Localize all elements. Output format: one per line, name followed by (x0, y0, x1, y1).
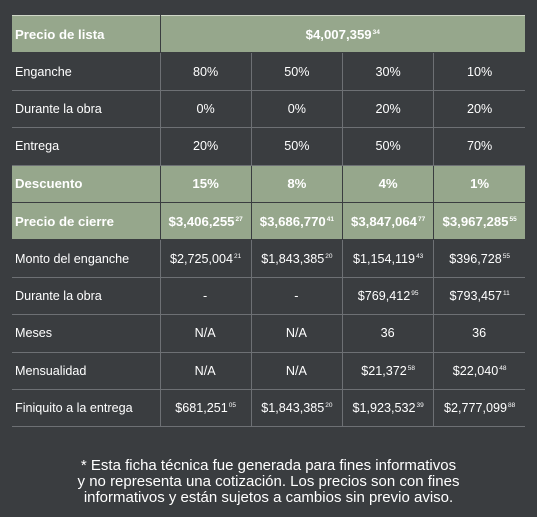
table-row: Monto del enganche $2,725,00421 $1,843,3… (12, 239, 525, 278)
table-cell: 8% (251, 165, 344, 203)
row-label: Finiquito a la entrega (12, 389, 161, 428)
footnote-line: informativos y están sujetos a cambios s… (83, 489, 454, 506)
table-row: Entrega 20% 50% 50% 70% (12, 127, 525, 166)
precio-cierre-row: Precio de cierre $3,406,25527 $3,686,770… (12, 202, 525, 241)
disclaimer-footnote: * Esta ficha técnica fue generada para f… (0, 458, 537, 506)
footnote-line: * Esta ficha técnica fue generada para f… (80, 457, 457, 474)
table-cell: $1,154,11943 (342, 239, 435, 278)
row-label: Meses (12, 314, 161, 353)
table-cell: - (251, 277, 344, 316)
table-cell: $793,45711 (433, 277, 525, 316)
table-cell: N/A (160, 314, 252, 353)
table-cell: 50% (342, 127, 435, 166)
table-cell: 0% (160, 90, 252, 129)
row-label: Monto del enganche (12, 239, 161, 278)
table-cell: 80% (160, 52, 252, 91)
table-cell: $1,923,53239 (342, 389, 435, 428)
footnote-line: y no representa una cotización. Los prec… (77, 473, 460, 490)
table-cell: $769,41295 (342, 277, 435, 316)
table-cell: 36 (342, 314, 435, 353)
row-label: Precio de lista (12, 14, 161, 54)
table-cell: 1% (433, 165, 525, 203)
table-row: Enganche 80% 50% 30% 10% (12, 52, 525, 91)
table-row: Durante la obra 0% 0% 20% 20% (12, 90, 525, 129)
table-cell: $3,686,77041 (251, 202, 344, 241)
table-cell: $1,843,38520 (251, 389, 344, 428)
table-cell: 30% (342, 52, 435, 91)
table-cell: $681,25105 (160, 389, 252, 428)
row-label: Entrega (12, 127, 161, 166)
table-cell: 0% (251, 90, 344, 129)
table-cell: 15% (160, 165, 252, 203)
row-label: Durante la obra (12, 277, 161, 316)
table-row: Meses N/A N/A 36 36 (12, 314, 525, 353)
table-cell: 20% (160, 127, 252, 166)
table-cell: $396,72855 (433, 239, 525, 278)
table-cell: - (160, 277, 252, 316)
table-cell: 50% (251, 52, 344, 91)
table-cell: 36 (433, 314, 525, 353)
table-cell: $3,967,28555 (433, 202, 525, 241)
row-label: Durante la obra (12, 90, 161, 129)
table-cell: 10% (433, 52, 525, 91)
table-cell: $2,777,09988 (433, 389, 525, 428)
table-cell: 50% (251, 127, 344, 166)
precio-lista-value: $4,007,35934 (160, 14, 525, 54)
table-cell: $22,04048 (433, 352, 525, 390)
table-cell: $3,847,06477 (342, 202, 435, 241)
row-label: Enganche (12, 52, 161, 91)
table-row: Durante la obra - - $769,41295 $793,4571… (12, 277, 525, 316)
table-cell: N/A (251, 314, 344, 353)
table-cell: $2,725,00421 (160, 239, 252, 278)
table-cell: 70% (433, 127, 525, 166)
row-label: Descuento (12, 165, 161, 203)
table-cell: N/A (251, 352, 344, 390)
table-cell: 4% (342, 165, 435, 203)
table-cell: 20% (342, 90, 435, 129)
table-row: Mensualidad N/A N/A $21,37258 $22,04048 (12, 352, 525, 390)
table-row: Finiquito a la entrega $681,25105 $1,843… (12, 389, 525, 428)
descuento-row: Descuento 15% 8% 4% 1% (12, 165, 525, 203)
table-cell: $1,843,38520 (251, 239, 344, 278)
table-cell: N/A (160, 352, 252, 390)
pricing-table: Precio de lista $4,007,35934 Enganche 80… (12, 14, 525, 428)
row-label: Mensualidad (12, 352, 161, 390)
precio-lista-row: Precio de lista $4,007,35934 (12, 14, 525, 54)
row-label: Precio de cierre (12, 202, 161, 241)
table-cell: $21,37258 (342, 352, 435, 390)
table-cell: $3,406,25527 (160, 202, 252, 241)
table-cell: 20% (433, 90, 525, 129)
